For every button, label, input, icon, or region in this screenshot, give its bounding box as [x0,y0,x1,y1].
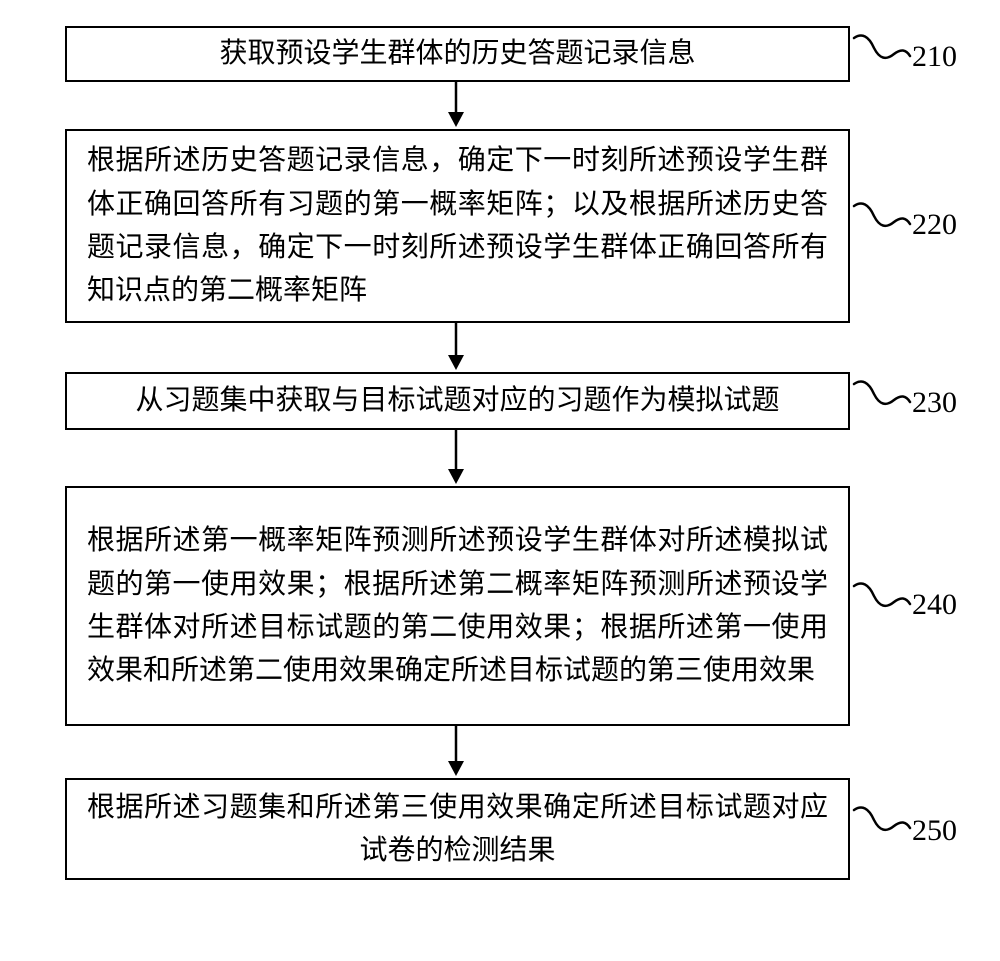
flow-step-2: 根据所述历史答题记录信息，确定下一时刻所述预设学生群体正确回答所有习题的第一概率… [65,129,850,323]
arrow-3-4 [445,430,467,486]
flow-step-5-text: 根据所述习题集和所述第三使用效果确定所述目标试题对应试卷的检测结果 [87,786,828,873]
flow-step-2-text: 根据所述历史答题记录信息，确定下一时刻所述预设学生群体正确回答所有习题的第一概率… [87,139,828,313]
brace-3 [852,380,912,422]
flow-step-1-text: 获取预设学生群体的历史答题记录信息 [219,32,695,75]
flow-step-3-text: 从习题集中获取与目标试题对应的习题作为模拟试题 [135,379,779,422]
flow-step-3: 从习题集中获取与目标试题对应的习题作为模拟试题 [65,372,850,430]
step-label-5: 250 [912,814,957,848]
flow-step-4: 根据所述第一概率矩阵预测所述预设学生群体对所述模拟试题的第一使用效果；根据所述第… [65,486,850,726]
flow-step-1: 获取预设学生群体的历史答题记录信息 [65,26,850,82]
brace-5 [852,806,912,848]
step-label-4: 240 [912,588,957,622]
arrow-1-2 [445,82,467,129]
arrow-4-5 [445,726,467,778]
arrow-2-3 [445,323,467,372]
flow-step-5: 根据所述习题集和所述第三使用效果确定所述目标试题对应试卷的检测结果 [65,778,850,880]
step-label-2: 220 [912,208,957,242]
step-label-3: 230 [912,386,957,420]
brace-4 [852,582,912,624]
flowchart-container: 获取预设学生群体的历史答题记录信息 210 根据所述历史答题记录信息，确定下一时… [0,0,1000,961]
brace-1 [852,34,912,76]
flow-step-4-text: 根据所述第一概率矩阵预测所述预设学生群体对所述模拟试题的第一使用效果；根据所述第… [87,519,828,693]
step-label-1: 210 [912,40,957,74]
brace-2 [852,202,912,244]
